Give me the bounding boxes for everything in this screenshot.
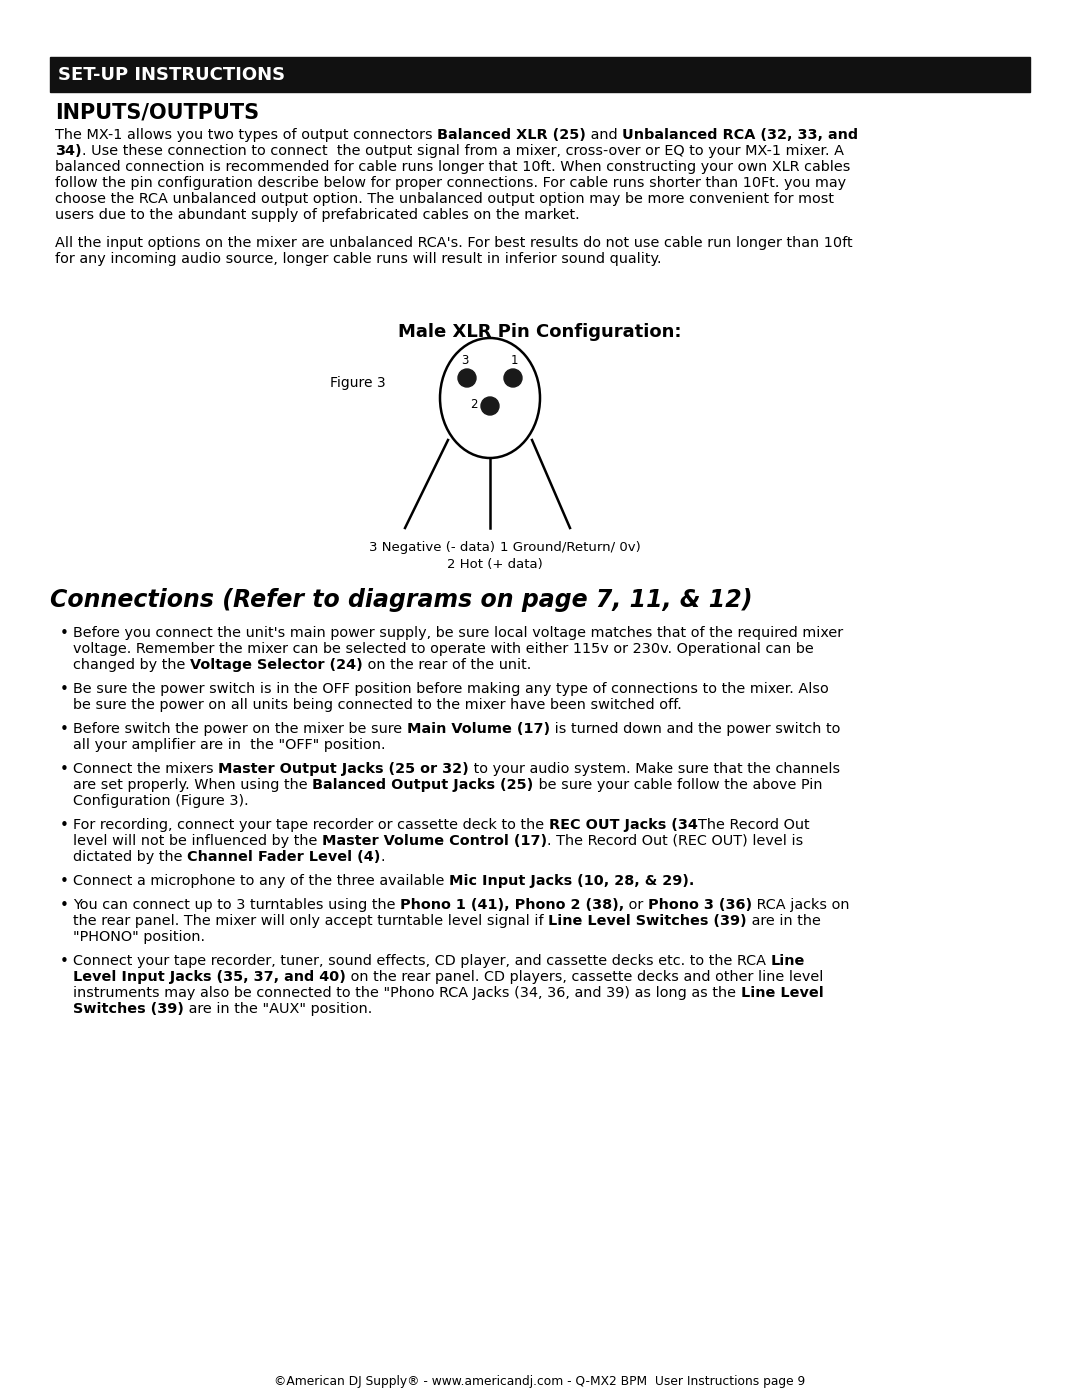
- Text: Phono 1 (41), Phono 2 (38),: Phono 1 (41), Phono 2 (38),: [400, 898, 624, 912]
- Text: . The Record Out (REC OUT) level is: . The Record Out (REC OUT) level is: [548, 834, 804, 848]
- Text: are set properly. When using the: are set properly. When using the: [73, 778, 312, 792]
- Text: on the rear panel. CD players, cassette decks and other line level: on the rear panel. CD players, cassette …: [346, 970, 823, 983]
- Text: Figure 3: Figure 3: [330, 376, 386, 390]
- Text: be sure your cable follow the above Pin: be sure your cable follow the above Pin: [534, 778, 822, 792]
- Text: •: •: [60, 761, 69, 777]
- Circle shape: [504, 369, 522, 387]
- Text: Before you connect the unit's main power supply, be sure local voltage matches t: Before you connect the unit's main power…: [73, 626, 843, 640]
- Text: Channel Fader Level (4): Channel Fader Level (4): [187, 849, 380, 863]
- Text: 1 Ground/Return/ 0v): 1 Ground/Return/ 0v): [500, 541, 640, 555]
- Text: Voltage Selector (24): Voltage Selector (24): [190, 658, 363, 672]
- Text: be sure the power on all units being connected to the mixer have been switched o: be sure the power on all units being con…: [73, 698, 681, 712]
- Text: All the input options on the mixer are unbalanced RCA's. For best results do not: All the input options on the mixer are u…: [55, 236, 852, 250]
- Text: RCA jacks on: RCA jacks on: [753, 898, 850, 912]
- Text: •: •: [60, 875, 69, 888]
- Text: 2 Hot (+ data): 2 Hot (+ data): [447, 557, 543, 571]
- Bar: [50, 57, 1030, 92]
- Text: INPUTS/OUTPUTS: INPUTS/OUTPUTS: [55, 103, 259, 123]
- Text: Balanced XLR (25): Balanced XLR (25): [437, 129, 586, 142]
- Text: •: •: [60, 722, 69, 738]
- Text: 34): 34): [55, 144, 82, 158]
- Text: Master Volume Control (17): Master Volume Control (17): [322, 834, 548, 848]
- Text: Connect the mixers: Connect the mixers: [73, 761, 218, 775]
- Text: are in the "AUX" position.: are in the "AUX" position.: [184, 1002, 373, 1016]
- Text: Mic Input Jacks (10, 28, & 29).: Mic Input Jacks (10, 28, & 29).: [449, 875, 694, 888]
- Text: level will not be influenced by the: level will not be influenced by the: [73, 834, 322, 848]
- Text: •: •: [60, 898, 69, 914]
- Text: 3 Negative (- data): 3 Negative (- data): [369, 541, 495, 555]
- Text: •: •: [60, 819, 69, 833]
- Text: Connect a microphone to any of the three available: Connect a microphone to any of the three…: [73, 875, 449, 888]
- Text: . Use these connection to connect  the output signal from a mixer, cross-over or: . Use these connection to connect the ou…: [82, 144, 843, 158]
- Text: all your amplifier are in  the "OFF" position.: all your amplifier are in the "OFF" posi…: [73, 738, 386, 752]
- Text: Connections (Refer to diagrams on page 7, 11, & 12): Connections (Refer to diagrams on page 7…: [50, 588, 753, 612]
- Text: are in the: are in the: [747, 914, 821, 928]
- Text: For recording, connect your tape recorder or cassette deck to the: For recording, connect your tape recorde…: [73, 819, 549, 833]
- Text: 1: 1: [510, 353, 517, 367]
- Text: •: •: [60, 626, 69, 641]
- Text: Phono 3 (36): Phono 3 (36): [648, 898, 753, 912]
- Text: is turned down and the power switch to: is turned down and the power switch to: [550, 722, 840, 736]
- Text: dictated by the: dictated by the: [73, 849, 187, 863]
- Text: choose the RCA unbalanced output option. The unbalanced output option may be mor: choose the RCA unbalanced output option.…: [55, 191, 834, 205]
- Text: the rear panel. The mixer will only accept turntable level signal if: the rear panel. The mixer will only acce…: [73, 914, 549, 928]
- Text: 3: 3: [461, 353, 469, 367]
- Text: Be sure the power switch is in the OFF position before making any type of connec: Be sure the power switch is in the OFF p…: [73, 682, 828, 696]
- Text: to your audio system. Make sure that the channels: to your audio system. Make sure that the…: [469, 761, 840, 775]
- Text: Connect your tape recorder, tuner, sound effects, CD player, and cassette decks : Connect your tape recorder, tuner, sound…: [73, 954, 771, 968]
- Text: on the rear of the unit.: on the rear of the unit.: [363, 658, 531, 672]
- Text: ©American DJ Supply® - www.americandj.com - Q-MX2 BPM  User Instructions page 9: ©American DJ Supply® - www.americandj.co…: [274, 1375, 806, 1389]
- Text: Line Level: Line Level: [741, 986, 823, 1000]
- Text: Unbalanced RCA (32, 33, and: Unbalanced RCA (32, 33, and: [622, 129, 859, 142]
- Text: You can connect up to 3 turntables using the: You can connect up to 3 turntables using…: [73, 898, 400, 912]
- Text: Line Level Switches (39): Line Level Switches (39): [549, 914, 747, 928]
- Text: •: •: [60, 954, 69, 970]
- Text: The Record Out: The Record Out: [698, 819, 809, 833]
- Circle shape: [458, 369, 476, 387]
- Text: for any incoming audio source, longer cable runs will result in inferior sound q: for any incoming audio source, longer ca…: [55, 251, 661, 265]
- Text: REC OUT Jacks (34: REC OUT Jacks (34: [549, 819, 698, 833]
- Text: Switches (39): Switches (39): [73, 1002, 184, 1016]
- Text: Configuration (Figure 3).: Configuration (Figure 3).: [73, 793, 248, 807]
- Text: and: and: [586, 129, 622, 142]
- Text: changed by the: changed by the: [73, 658, 190, 672]
- Text: follow the pin configuration describe below for proper connections. For cable ru: follow the pin configuration describe be…: [55, 176, 846, 190]
- Text: Line: Line: [771, 954, 805, 968]
- Text: "PHONO" position.: "PHONO" position.: [73, 930, 205, 944]
- Text: Main Volume (17): Main Volume (17): [407, 722, 550, 736]
- Text: or: or: [624, 898, 648, 912]
- Text: balanced connection is recommended for cable runs longer that 10ft. When constru: balanced connection is recommended for c…: [55, 161, 850, 175]
- Text: .: .: [380, 849, 384, 863]
- Text: voltage. Remember the mixer can be selected to operate with either 115v or 230v.: voltage. Remember the mixer can be selec…: [73, 643, 813, 657]
- Circle shape: [481, 397, 499, 415]
- Text: Before switch the power on the mixer be sure: Before switch the power on the mixer be …: [73, 722, 407, 736]
- Text: SET-UP INSTRUCTIONS: SET-UP INSTRUCTIONS: [58, 66, 285, 84]
- Text: users due to the abundant supply of prefabricated cables on the market.: users due to the abundant supply of pref…: [55, 208, 580, 222]
- Ellipse shape: [440, 338, 540, 458]
- Text: 2: 2: [471, 398, 478, 411]
- Text: instruments may also be connected to the "Phono RCA Jacks (34, 36, and 39) as lo: instruments may also be connected to the…: [73, 986, 741, 1000]
- Text: Balanced Output Jacks (25): Balanced Output Jacks (25): [312, 778, 534, 792]
- Text: Male XLR Pin Configuration:: Male XLR Pin Configuration:: [399, 323, 681, 341]
- Text: Level Input Jacks (35, 37, and 40): Level Input Jacks (35, 37, and 40): [73, 970, 346, 983]
- Text: Master Output Jacks (25 or 32): Master Output Jacks (25 or 32): [218, 761, 469, 775]
- Text: The MX-1 allows you two types of output connectors: The MX-1 allows you two types of output …: [55, 129, 437, 142]
- Text: •: •: [60, 682, 69, 697]
